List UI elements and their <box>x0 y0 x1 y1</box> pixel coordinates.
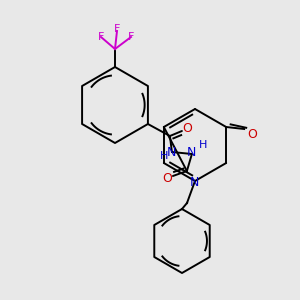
Text: N: N <box>189 176 199 188</box>
Text: N: N <box>187 146 196 158</box>
Text: O: O <box>182 122 192 136</box>
Text: F: F <box>128 32 134 42</box>
Text: H: H <box>199 140 207 150</box>
Text: O: O <box>247 128 257 140</box>
Text: H: H <box>160 151 168 161</box>
Text: F: F <box>114 24 120 34</box>
Text: O: O <box>162 172 172 185</box>
Text: F: F <box>98 32 104 42</box>
Text: N: N <box>167 146 177 160</box>
